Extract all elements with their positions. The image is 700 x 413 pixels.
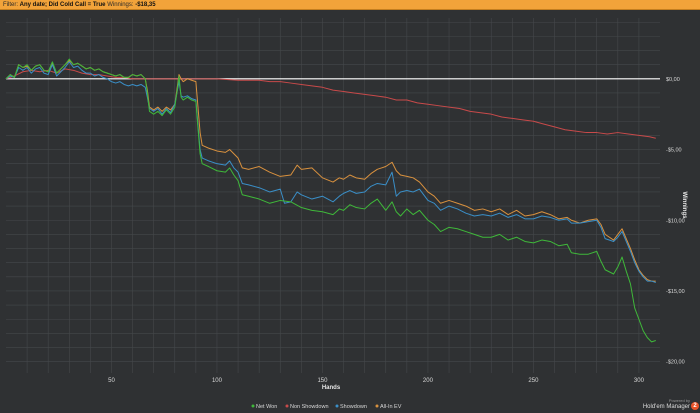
x-tick-label: 100 (212, 378, 223, 384)
filter-label: Filter: (3, 2, 18, 8)
powered-by-text: Powered by (668, 398, 690, 403)
y-tick-label: -$20,00 (666, 360, 685, 366)
series-line-showdown (5, 61, 656, 283)
x-tick-label: 300 (634, 378, 645, 384)
legend-label: All-In EV (380, 404, 402, 410)
legend-swatch (335, 404, 339, 408)
y-tick-label: $0,00 (666, 77, 680, 83)
winnings-value: -$18,35 (135, 2, 156, 8)
series-layer (5, 58, 656, 343)
legend-label: Showdown (340, 404, 367, 410)
legend-swatch (251, 404, 255, 408)
series-line-all-in-ev (5, 59, 656, 282)
grid-layer (6, 18, 660, 373)
filter-expression: Any date; Did Cold Call = True (19, 2, 106, 8)
y-axis-label: Winnings (681, 192, 687, 220)
winnings-label: Winnings: (107, 2, 134, 8)
filter-bar[interactable]: Filter: Any date; Did Cold Call = True W… (0, 0, 700, 10)
y-tick-label: -$15,00 (666, 289, 685, 295)
x-axis-label: Hands (322, 385, 341, 391)
tick-layer: 50 100 150 200 250 300 $0,00 -$5,00 -$10,00 -$15,… (108, 77, 685, 384)
x-tick-label: 250 (528, 378, 539, 384)
branding: Powered by Hold'em Manager 2 (642, 398, 699, 410)
x-tick-label: 50 (108, 378, 115, 384)
legend-swatch (375, 404, 379, 408)
legend-swatch (285, 404, 289, 408)
product-name: Hold'em Manager (642, 404, 690, 410)
hm2-logo-icon: 2 (691, 402, 699, 410)
x-tick-label: 200 (423, 378, 434, 384)
series-line-non-showdown (5, 68, 656, 139)
legend-label: Net Won (256, 404, 277, 410)
winnings-chart: 50 100 150 200 250 300 $0,00 -$5,00 -$10,00 -$15,… (5, 18, 687, 410)
series-line-net-won (5, 58, 656, 343)
x-tick-label: 150 (317, 378, 328, 384)
legend-label: Non Showdown (290, 404, 329, 410)
y-tick-label: -$10,00 (666, 218, 685, 224)
y-tick-label: -$5,00 (666, 148, 682, 154)
legend: Net Won Non Showdown Showdown All-In EV (251, 404, 402, 410)
